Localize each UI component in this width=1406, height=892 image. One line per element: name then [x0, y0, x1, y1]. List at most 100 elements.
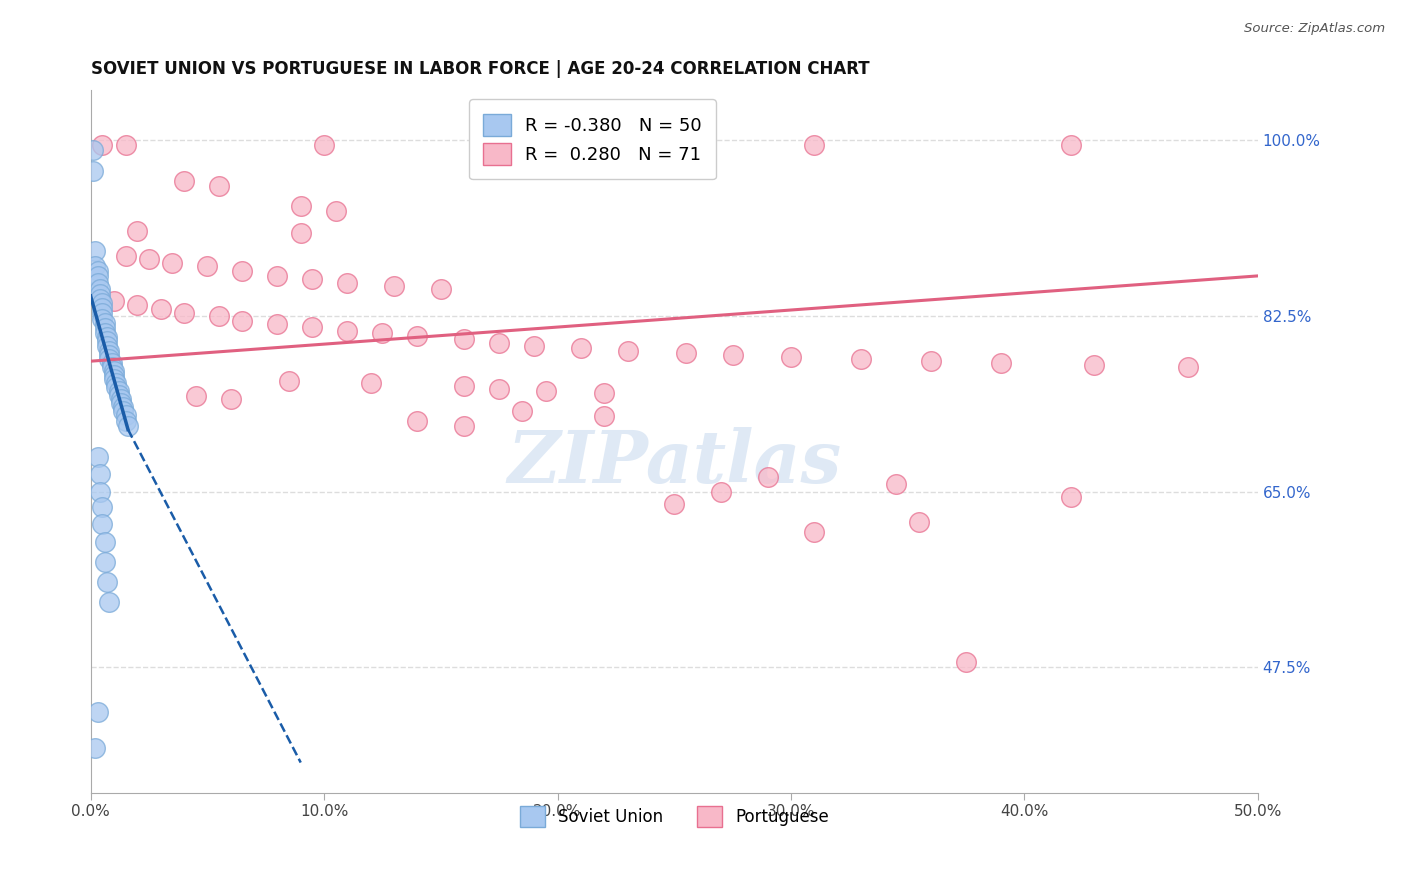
Point — [91, 500, 114, 514]
Point — [290, 199, 312, 213]
Point — [721, 348, 744, 362]
Text: SOVIET UNION VS PORTUGUESE IN LABOR FORCE | AGE 20-24 CORRELATION CHART: SOVIET UNION VS PORTUGUESE IN LABOR FORC… — [90, 60, 869, 78]
Point — [488, 336, 510, 351]
Point — [803, 524, 825, 539]
Point — [93, 555, 115, 569]
Point — [96, 574, 118, 589]
Point — [91, 138, 114, 153]
Point — [127, 298, 149, 312]
Point — [208, 178, 231, 193]
Point — [89, 287, 111, 301]
Point — [593, 386, 616, 401]
Point — [406, 329, 429, 343]
Point — [86, 268, 108, 283]
Point — [84, 259, 107, 273]
Point — [84, 740, 107, 755]
Point — [138, 252, 160, 266]
Point — [453, 332, 475, 346]
Point — [96, 339, 118, 353]
Point — [103, 368, 125, 383]
Point — [110, 392, 132, 407]
Point — [98, 344, 121, 359]
Point — [219, 392, 242, 407]
Point — [86, 450, 108, 464]
Point — [325, 203, 347, 218]
Point — [112, 401, 135, 415]
Point — [523, 339, 546, 353]
Point — [1083, 358, 1105, 372]
Point — [91, 306, 114, 320]
Point — [208, 309, 231, 323]
Point — [112, 404, 135, 418]
Point — [105, 376, 128, 391]
Point — [149, 301, 172, 316]
Point — [107, 384, 129, 399]
Point — [616, 344, 638, 359]
Point — [89, 282, 111, 296]
Point — [382, 279, 405, 293]
Point — [98, 352, 121, 367]
Point — [1177, 360, 1199, 375]
Point — [266, 268, 288, 283]
Point — [103, 293, 125, 308]
Point — [93, 326, 115, 340]
Point — [593, 409, 616, 424]
Point — [91, 301, 114, 315]
Point — [512, 404, 534, 418]
Point — [710, 484, 733, 499]
Point — [93, 321, 115, 335]
Point — [117, 419, 139, 434]
Point — [86, 264, 108, 278]
Text: Source: ZipAtlas.com: Source: ZipAtlas.com — [1244, 22, 1385, 36]
Point — [908, 515, 931, 529]
Point — [162, 256, 184, 270]
Point — [114, 249, 136, 263]
Point — [89, 467, 111, 481]
Point — [100, 360, 122, 375]
Point — [86, 706, 108, 720]
Point — [173, 173, 195, 187]
Point — [173, 306, 195, 320]
Point — [312, 138, 335, 153]
Point — [360, 376, 382, 391]
Point — [114, 414, 136, 428]
Point — [231, 264, 253, 278]
Point — [89, 484, 111, 499]
Point — [82, 163, 104, 178]
Text: ZIPatlas: ZIPatlas — [508, 427, 841, 498]
Point — [756, 469, 779, 483]
Point — [336, 276, 359, 290]
Point — [91, 312, 114, 326]
Point — [103, 372, 125, 386]
Point — [406, 414, 429, 428]
Point — [98, 595, 121, 609]
Point — [127, 224, 149, 238]
Point — [103, 364, 125, 378]
Point — [82, 144, 104, 158]
Point — [955, 655, 977, 669]
Point — [98, 348, 121, 362]
Point — [301, 272, 323, 286]
Point — [86, 276, 108, 290]
Point — [195, 259, 218, 273]
Point — [107, 388, 129, 402]
Point — [278, 374, 301, 388]
Point — [114, 409, 136, 423]
Point — [91, 516, 114, 531]
Point — [371, 326, 394, 340]
Point — [920, 354, 942, 368]
Point — [453, 379, 475, 393]
Point — [84, 244, 107, 258]
Point — [96, 330, 118, 344]
Point — [301, 320, 323, 334]
Point — [91, 296, 114, 310]
Point — [110, 396, 132, 410]
Point — [884, 476, 907, 491]
Point — [114, 138, 136, 153]
Point — [780, 350, 803, 364]
Point — [453, 419, 475, 434]
Point — [184, 389, 207, 403]
Point — [569, 341, 592, 355]
Point — [664, 497, 686, 511]
Point — [640, 138, 662, 153]
